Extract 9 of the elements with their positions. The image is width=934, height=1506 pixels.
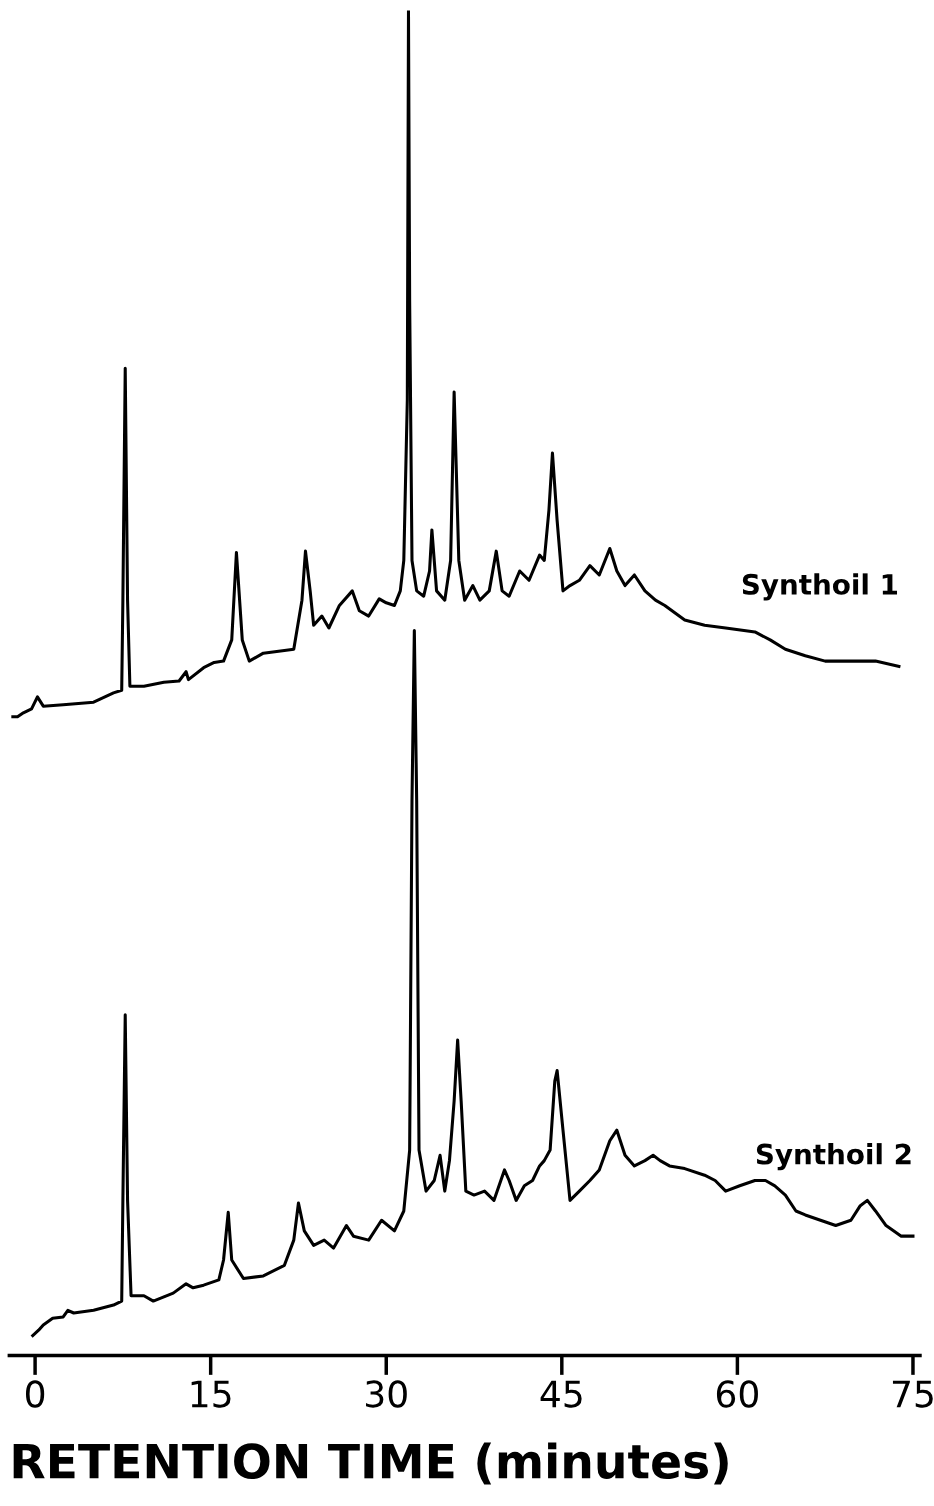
x-tick-label: 30 (366, 1380, 407, 1408)
x-tick-label: 45 (540, 1380, 582, 1408)
series-label: Synthoil 1 (742, 573, 898, 601)
x-axis-title: RETENTION TIME (minutes) (13, 1442, 728, 1485)
series-label: Synthoil 2 (756, 1143, 911, 1171)
x-tick-label: 60 (716, 1380, 758, 1408)
x-tick-label: 75 (892, 1380, 933, 1408)
x-tick-label: 15 (191, 1380, 231, 1408)
x-tick-label: 0 (25, 1380, 45, 1408)
